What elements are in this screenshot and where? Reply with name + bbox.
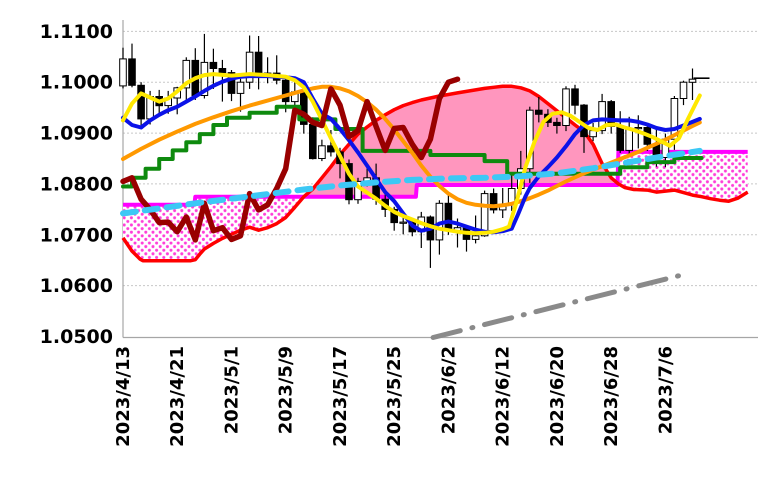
candle-up [119,58,127,87]
candle-up [399,221,407,224]
lagging-span-darkred-line [120,76,461,243]
yellow-fast-ma-line [121,72,702,236]
trendline [430,273,683,340]
candle-down [281,79,290,103]
x-axis-tick-label: 2023/4/13 [113,346,134,447]
candle-down [489,193,498,211]
x-axis-tick-label: 2023/6/28 [601,346,622,447]
x-axis-tick-label: 2023/6/2 [438,346,459,434]
x-axis-tick-label: 2023/7/6 [655,346,676,434]
x-axis-tick-label: 2023/5/1 [222,346,243,434]
y-axis-tick-label: 1.0500 [40,326,113,348]
candle-up [471,235,480,240]
candle-up [526,109,534,170]
candle-up [562,88,570,126]
candle-down [209,61,218,70]
blue-mid-ma-line [121,74,702,235]
x-axis-labels: 2023/4/13 2023/4/21 2023/5/1 2023/5/9 2023/5… [113,346,676,447]
candle-down [553,121,561,127]
y-axis-labels: 1.0500 1.0600 1.0700 1.0800 1.0900 1.1000 1.11… [40,21,113,348]
x-axis-tick-label: 2023/4/21 [167,346,188,447]
candle-down [309,124,317,160]
candle-down [128,58,136,86]
lagging-span-layer [120,76,461,243]
candle-down [390,208,398,224]
candle-up [200,61,209,96]
blue-mid-ma-line-layer [121,74,702,235]
candle-up [598,101,606,132]
candle-down [218,68,227,74]
candle-down [137,84,145,120]
y-axis-tick-label: 1.0900 [40,123,113,145]
candle-up [634,127,643,130]
orange-slow-ma-line [121,84,702,209]
candle-up [480,193,489,237]
orange-slow-ma-line-layer [121,84,702,209]
candle-down [444,202,453,232]
candle-up [625,128,634,151]
candle-up [182,59,191,89]
candle-down [571,88,579,106]
cyan-dashed-longterm-ma-line [120,147,703,217]
candle-down [227,72,236,94]
candle-up [236,81,245,94]
gray-trendline-dashdot [430,273,683,340]
candle-down [616,126,625,151]
x-axis-tick-label: 2023/6/20 [547,346,568,447]
candle-down [254,51,263,77]
candle-down [580,104,588,138]
yellow-fast-ma-line-layer [121,72,702,236]
cloud-bearish-area [617,151,748,202]
y-axis-tick-label: 1.1000 [40,72,113,94]
candle-up [688,78,697,83]
candle-up [245,51,254,83]
x-axis-tick-label: 2023/6/12 [493,346,514,447]
candle-up [679,81,688,99]
cyan-dashed-longterm-ma-line-layer [120,147,703,217]
y-axis-tick-label: 1.1100 [40,21,113,43]
x-axis-tick-label: 2023/5/17 [330,346,351,447]
candle-up [318,145,326,160]
candle-up [670,98,679,140]
x-axis-tick-label: 2023/5/25 [384,346,405,447]
y-axis-tick-label: 1.0800 [40,173,113,195]
x-axis-tick-label: 2023/5/9 [276,346,297,434]
y-axis-tick-label: 1.0700 [40,224,113,246]
candle-down [535,109,543,115]
y-axis-tick-label: 1.0600 [40,275,113,297]
